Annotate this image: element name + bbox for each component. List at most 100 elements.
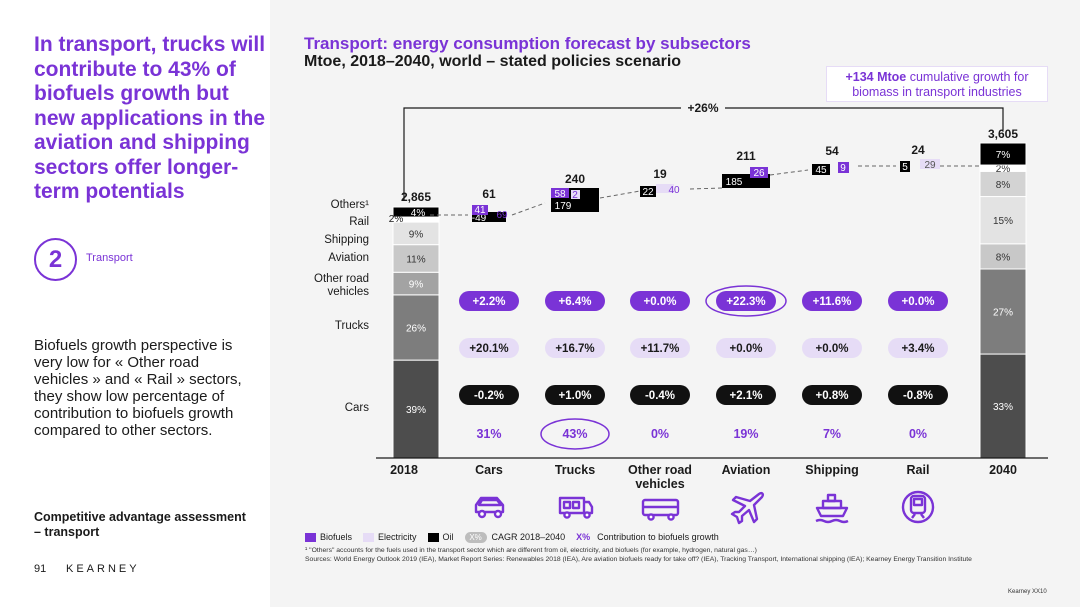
- cagr-oil-pill-label: +1.0%: [559, 390, 592, 402]
- growth-label: +26%: [687, 101, 718, 115]
- delta-oil-label: 5: [902, 162, 908, 173]
- x-tick-label: Shipping: [805, 463, 858, 477]
- legend-contribution: X% Contribution to biofuels growth: [576, 532, 719, 542]
- x-tick-label: Rail: [907, 463, 930, 477]
- section-label: Transport: [86, 252, 133, 264]
- segment-pct-label: 27%: [993, 308, 1013, 319]
- cagr-oil-pill-label: -0.8%: [903, 390, 933, 402]
- cagr-oil-pill: [459, 385, 519, 405]
- truck-icon: [558, 496, 594, 519]
- delta-electricity-block: [656, 184, 674, 193]
- chart-subtitle: Mtoe, 2018–2040, world – stated policies…: [304, 53, 682, 70]
- cagr-electricity-pill: [888, 338, 948, 358]
- delta-biofuels-label: 58: [554, 189, 566, 200]
- delta-oil-label: -49: [472, 213, 487, 224]
- x-tick-label: Trucks: [555, 463, 595, 477]
- contribution-label: 43%: [562, 427, 587, 441]
- growth-callout: +134 Mtoe cumulative growth for biomass …: [826, 66, 1048, 102]
- segment-pct-label: 11%: [406, 254, 425, 265]
- segment-row-label: Rail: [349, 216, 369, 228]
- cagr-biofuels-pill-label: +11.6%: [813, 296, 852, 308]
- cagr-electricity-pill-label: +11.7%: [641, 343, 680, 355]
- delta-electricity-label: 29: [924, 160, 936, 171]
- cagr-biofuels-pill-label: +0.0%: [902, 296, 935, 308]
- segment-pct-label: 2%: [996, 164, 1011, 175]
- segment-row-label: Aviation: [328, 252, 369, 264]
- highlight-aviation-cagr: [705, 285, 787, 317]
- cagr-biofuels-pill: [802, 291, 862, 311]
- x-tick-label: 2040: [989, 463, 1017, 477]
- cagr-electricity-pill-label: +0.0%: [816, 343, 849, 355]
- cagr-oil-pill: [802, 385, 862, 405]
- cagr-electricity-pill-label: +20.1%: [469, 343, 508, 355]
- chart-title: Transport: energy consumption forecast b…: [304, 34, 751, 53]
- cagr-symbol: X%: [464, 531, 487, 543]
- bar-segment-2040: [979, 353, 1027, 459]
- delta-total-label: 19: [653, 167, 667, 181]
- section-badge: 2: [34, 238, 77, 281]
- airplane-icon: [730, 492, 764, 525]
- segment-pct-label: 33%: [993, 402, 1013, 413]
- delta-biofuels-block: [750, 167, 768, 178]
- legend-label: CAGR 2018–2040: [491, 532, 566, 542]
- cagr-biofuels-pill-label: +6.4%: [559, 296, 592, 308]
- cagr-electricity-pill-label: +3.4%: [902, 343, 935, 355]
- cagr-electricity-pill: [459, 338, 519, 358]
- callout-text: cumulative growth for biomass in transpo…: [852, 70, 1029, 99]
- car-icon: [474, 496, 505, 519]
- segment-pct-label: 39%: [406, 405, 426, 416]
- left-panel: In transport, trucks will contribute to …: [0, 0, 270, 607]
- cagr-biofuels-pill: [888, 291, 948, 311]
- segment-row-label: Cars: [345, 402, 370, 414]
- delta-biofuels-block: [472, 205, 488, 215]
- delta-electricity-label: 69: [496, 210, 508, 221]
- cagr-biofuels-pill: [630, 291, 690, 311]
- segment-pct-label: 15%: [993, 216, 1013, 227]
- growth-label-bg: [681, 101, 725, 115]
- cagr-biofuels-pill-label: +0.0%: [644, 296, 677, 308]
- segment-pct-label: 8%: [996, 180, 1011, 191]
- x-tick-label: vehicles: [635, 477, 684, 491]
- segment-pct-label: 4%: [411, 208, 426, 219]
- body-text: Biofuels growth perspective is very low …: [34, 337, 242, 439]
- legend-cagr: X% CAGR 2018–2040: [464, 531, 566, 543]
- cagr-oil-pill-label: -0.2%: [474, 390, 504, 402]
- delta-oil-block: [640, 186, 656, 197]
- delta-oil-block: [812, 164, 830, 175]
- assessment-label: Competitive advantage assessment – trans…: [34, 510, 246, 539]
- bar-segment-2040: [979, 196, 1027, 245]
- segment-pct-label: 2%: [389, 214, 404, 225]
- delta-total-label: 54: [825, 144, 839, 158]
- contribution-label: 0%: [909, 427, 927, 441]
- contribution-label: 0%: [651, 427, 669, 441]
- delta-electricity-label: 40: [668, 185, 680, 196]
- x-tick-label: Aviation: [722, 463, 771, 477]
- cagr-electricity-pill: [802, 338, 862, 358]
- cagr-oil-pill: [545, 385, 605, 405]
- delta-biofuels-block: [838, 162, 849, 173]
- train-icon: [901, 490, 935, 524]
- contribution-label: 31%: [476, 427, 501, 441]
- cagr-oil-pill-label: +0.8%: [816, 390, 849, 402]
- delta-electricity-block: [571, 190, 580, 199]
- legend-label: Contribution to biofuels growth: [597, 532, 719, 542]
- delta-total-label: 24: [911, 143, 925, 157]
- segment-pct-label: 8%: [996, 252, 1011, 263]
- cagr-oil-pill: [716, 385, 776, 405]
- contribution-label: 19%: [733, 427, 758, 441]
- cagr-oil-pill: [888, 385, 948, 405]
- contrib-symbol: X%: [576, 532, 591, 542]
- legend-label: Electricity: [378, 532, 417, 542]
- segment-row-label: Shipping: [324, 234, 369, 246]
- segment-row-label: Trucks: [335, 320, 369, 332]
- delta-electricity-block: [920, 159, 940, 169]
- cagr-biofuels-pill: [459, 291, 519, 311]
- x-tick-label: Other road: [628, 463, 692, 477]
- cagr-biofuels-pill-label: +22.3%: [726, 296, 765, 308]
- delta-oil-label: 45: [815, 165, 827, 176]
- delta-oil-label: 185: [726, 177, 743, 188]
- page-number: 91: [34, 563, 47, 575]
- ship-icon: [815, 493, 849, 524]
- callout-value: +134 Mtoe: [845, 70, 907, 84]
